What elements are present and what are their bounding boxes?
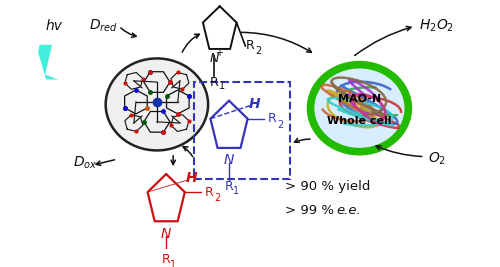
Text: 1: 1 xyxy=(233,186,239,197)
Text: e.e.: e.e. xyxy=(336,204,361,217)
Text: N: N xyxy=(161,227,172,241)
Text: H: H xyxy=(186,171,198,185)
Ellipse shape xyxy=(310,65,408,152)
Text: Whole cell: Whole cell xyxy=(327,116,392,125)
Text: 2: 2 xyxy=(214,193,220,203)
Text: $H_2O_2$: $H_2O_2$ xyxy=(418,18,454,34)
Ellipse shape xyxy=(106,58,208,150)
Text: hv: hv xyxy=(45,19,62,33)
Text: > 99 %: > 99 % xyxy=(285,204,338,217)
Text: > 90 % yield: > 90 % yield xyxy=(285,180,370,193)
Text: R: R xyxy=(210,76,218,89)
Text: R: R xyxy=(204,186,214,199)
Bar xyxy=(194,82,290,179)
Text: R: R xyxy=(268,112,276,125)
Text: 2: 2 xyxy=(255,46,261,56)
Text: N: N xyxy=(210,52,219,65)
Polygon shape xyxy=(146,180,190,192)
Polygon shape xyxy=(38,45,58,80)
Text: N: N xyxy=(224,153,234,167)
Text: R: R xyxy=(246,40,254,53)
Text: 2: 2 xyxy=(277,120,283,130)
Text: R: R xyxy=(162,253,170,266)
Text: 1: 1 xyxy=(219,81,225,91)
Text: MAO-N: MAO-N xyxy=(338,95,381,104)
Text: $O_2$: $O_2$ xyxy=(428,151,446,167)
Text: +: + xyxy=(216,48,224,58)
Text: $D_{red}$: $D_{red}$ xyxy=(90,18,118,34)
Text: R: R xyxy=(224,180,234,193)
Text: H: H xyxy=(249,97,260,111)
Text: 1: 1 xyxy=(170,260,176,267)
Text: $D_{ox}$: $D_{ox}$ xyxy=(73,155,98,171)
